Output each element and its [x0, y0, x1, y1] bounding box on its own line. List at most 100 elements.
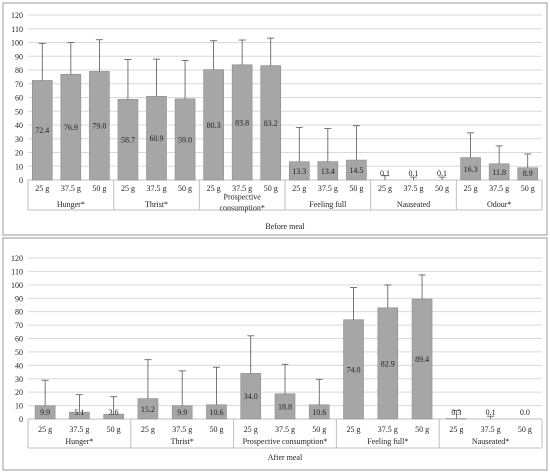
- y-tick-label: 40: [15, 121, 23, 130]
- x-tick-label: 50 g: [264, 184, 278, 193]
- data-label: 13.4: [321, 167, 335, 176]
- x-tick-label: 50 g: [209, 425, 223, 434]
- data-label: 9.9: [40, 408, 50, 417]
- data-label: 83.2: [264, 119, 278, 128]
- data-label: 0.0: [520, 408, 530, 417]
- chart-caption: After meal: [268, 453, 303, 462]
- data-label: 15.2: [141, 405, 155, 414]
- data-label: 3.6: [109, 408, 119, 417]
- x-tick-label: 50 g: [349, 184, 363, 193]
- x-tick-label: 50 g: [435, 184, 449, 193]
- y-tick-label: 30: [15, 135, 23, 144]
- data-label: 5.1: [74, 408, 84, 417]
- group-label: Prospective consumption*: [219, 193, 264, 213]
- data-label: 0.3: [451, 408, 461, 417]
- y-tick-label: 70: [15, 321, 23, 330]
- x-tick-label: 25 g: [347, 425, 361, 434]
- y-tick-label: 20: [15, 388, 23, 397]
- group-label: Odour*: [487, 200, 511, 209]
- y-tick-label: 120: [11, 11, 23, 20]
- x-tick-label: 37.5 g: [69, 425, 89, 434]
- x-tick-label: 25 g: [141, 425, 155, 434]
- data-label: 0.1: [437, 169, 447, 178]
- x-tick-label: 37.5 g: [404, 184, 424, 193]
- data-label: 18.8: [278, 402, 292, 411]
- y-tick-label: 100: [11, 281, 23, 290]
- y-tick-label: 90: [15, 52, 23, 61]
- y-tick-label: 60: [15, 94, 23, 103]
- y-tick-label: 10: [15, 402, 23, 411]
- y-tick-label: 50: [15, 107, 23, 116]
- x-tick-label: 37.5 g: [318, 184, 338, 193]
- data-label: 10.6: [312, 408, 326, 417]
- y-tick-label: 80: [15, 308, 23, 317]
- data-label: 13.3: [292, 167, 306, 176]
- x-tick-label: 25 g: [292, 184, 306, 193]
- y-tick-label: 110: [11, 267, 23, 276]
- x-tick-label: 25 g: [449, 425, 463, 434]
- data-label: 14.5: [349, 166, 363, 175]
- y-tick-label: 10: [15, 162, 23, 171]
- x-tick-label: 25 g: [464, 184, 478, 193]
- x-tick-label: 50 g: [415, 425, 429, 434]
- group-label: Thrist*: [171, 437, 194, 446]
- data-label: 83.8: [235, 118, 249, 127]
- group-label: Nauseated*: [472, 437, 509, 446]
- x-tick-label: 25 g: [244, 425, 258, 434]
- data-label: 72.4: [35, 126, 49, 135]
- x-tick-label: 50 g: [312, 425, 326, 434]
- data-label: 89.4: [415, 355, 429, 364]
- y-tick-label: 0: [19, 176, 23, 185]
- x-tick-label: 25 g: [121, 184, 135, 193]
- chart-caption: Before meal: [265, 222, 305, 231]
- group-label: Feeling full: [309, 200, 347, 209]
- data-label: 11.8: [492, 168, 506, 177]
- x-tick-label: 37.5 g: [481, 425, 501, 434]
- x-tick-label: 50 g: [521, 184, 535, 193]
- data-label: 80.3: [207, 121, 221, 130]
- data-label: 10.6: [209, 408, 223, 417]
- y-tick-label: 20: [15, 149, 23, 158]
- data-label: 82.9: [381, 359, 395, 368]
- y-tick-label: 50: [15, 348, 23, 357]
- data-label: 76.9: [64, 123, 78, 132]
- data-label: 59.0: [178, 135, 192, 144]
- y-tick-label: 120: [11, 254, 23, 263]
- x-tick-label: 50 g: [107, 425, 121, 434]
- group-label: Prospective consumption*: [243, 437, 328, 446]
- x-tick-label: 37.5 g: [172, 425, 192, 434]
- data-label: 9.9: [177, 408, 187, 417]
- x-tick-label: 37.5 g: [275, 425, 295, 434]
- group-label: Hunger*: [57, 200, 85, 209]
- y-tick-label: 70: [15, 80, 23, 89]
- y-tick-label: 0: [19, 415, 23, 424]
- x-tick-label: 37.5 g: [61, 184, 81, 193]
- x-tick-label: 37.5 g: [378, 425, 398, 434]
- chart-after-meal: 0 10 20 30 40 50 60 70 80 90 100 110 120 9.9 25 g 5.1 37…: [2, 237, 548, 471]
- data-label: 0.1: [409, 169, 419, 178]
- x-tick-label: 25 g: [378, 184, 392, 193]
- y-tick-label: 110: [11, 25, 23, 34]
- x-tick-label: 50 g: [518, 425, 532, 434]
- x-tick-label: 25 g: [35, 184, 49, 193]
- y-tick-label: 90: [15, 294, 23, 303]
- panel-border: [2, 2, 548, 236]
- x-tick-label: 37.5 g: [489, 184, 509, 193]
- y-tick-label: 40: [15, 361, 23, 370]
- x-tick-label: 50 g: [92, 184, 106, 193]
- data-label: 0.1: [486, 408, 496, 417]
- y-tick-label: 100: [11, 39, 23, 48]
- x-tick-label: 25 g: [207, 184, 221, 193]
- data-label: 16.3: [464, 165, 478, 174]
- x-tick-label: 37.5 g: [232, 184, 252, 193]
- y-tick-label: 80: [15, 66, 23, 75]
- data-label: 58.7: [121, 136, 135, 145]
- y-tick-label: 30: [15, 375, 23, 384]
- data-label: 0.1: [380, 169, 390, 178]
- data-label: 79.0: [92, 122, 106, 131]
- group-label: Hunger*: [65, 437, 93, 446]
- x-tick-label: 37.5 g: [147, 184, 167, 193]
- group-label: Nauseated: [397, 200, 430, 209]
- x-tick-label: 50 g: [178, 184, 192, 193]
